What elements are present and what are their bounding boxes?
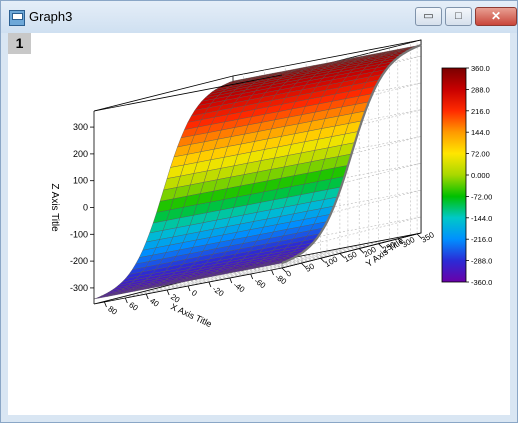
layer-indicator[interactable]: 1	[8, 33, 31, 54]
x-tick-label: 0	[190, 288, 199, 298]
minimize-button[interactable]: ▭	[415, 7, 442, 26]
x-tick-mark	[271, 269, 274, 276]
z-tick-label: -200	[70, 256, 88, 266]
x-tick-label: -60	[253, 276, 268, 290]
x-tick-label: 80	[106, 304, 119, 317]
y-tick-mark	[320, 257, 325, 263]
colorbar-tick-label: 72.00	[471, 150, 490, 159]
close-button[interactable]: ✕	[475, 7, 517, 26]
z-tick-label: 200	[73, 149, 88, 159]
colorbar-gradient	[441, 67, 467, 283]
surface-mesh	[93, 43, 422, 300]
colorbar-tick-label: 216.0	[471, 107, 490, 116]
z-axis-title: Z Axis Title	[49, 183, 60, 232]
y-tick-label: 0	[285, 268, 294, 278]
y-tick-mark	[281, 267, 287, 273]
y-grid-line	[209, 45, 399, 276]
x-axis-title: X Axis Title	[169, 301, 213, 329]
z-tick-label: 300	[73, 122, 88, 132]
x-tick-mark	[229, 277, 233, 284]
y-tick-mark	[358, 248, 364, 253]
x-tick-mark	[208, 281, 212, 288]
x-tick-label: 40	[148, 296, 161, 309]
x-tick-mark	[187, 285, 191, 292]
y-tick-label: 50	[304, 261, 317, 274]
x-tick-mark	[250, 273, 254, 280]
color-scale: 360.0 288.0 216.0 144.0 72.00 0.000 -72.00 -144…	[441, 64, 492, 287]
y-grid-line	[229, 41, 418, 271]
graph-canvas[interactable]: -300 -200 -100 0 100 200 300 Z Axis Title -80 -60…	[8, 33, 510, 415]
window-title: Graph3	[29, 9, 73, 24]
y-tick-mark	[378, 243, 383, 248]
y-tick-label: 350	[420, 230, 437, 245]
colorbar-tick-label: -288.0	[471, 257, 492, 266]
graph-window-icon[interactable]	[9, 10, 25, 26]
x-tick-mark	[166, 289, 170, 296]
y-tick-mark	[397, 238, 403, 244]
x-tick-mark	[124, 297, 128, 304]
top-left-edge	[93, 75, 234, 112]
y-tick-mark	[339, 253, 345, 258]
colorbar-tick-label: -216.0	[471, 235, 492, 244]
title-bar[interactable]: Graph3 ▭ □ ✕	[1, 1, 517, 33]
x-tick-mark	[104, 301, 107, 308]
x-grid-line	[250, 46, 391, 275]
colorbar-tick-label: 288.0	[471, 85, 490, 94]
maximize-button[interactable]: □	[445, 7, 472, 26]
x-tick-label: 60	[127, 300, 140, 313]
z-tick-label: 0	[83, 203, 88, 213]
x-tick-mark	[145, 293, 149, 300]
z-tick-label: -300	[70, 283, 88, 293]
y-tick-mark	[416, 233, 422, 239]
colorbar-tick-label: -360.0	[471, 278, 492, 287]
colorbar-tick-label: 144.0	[471, 128, 490, 137]
x-tick-label: -40	[232, 280, 247, 294]
colorbar-tick-label: 360.0	[471, 64, 490, 73]
colorbar-tick-label: -72.00	[471, 192, 492, 201]
surface-edge	[281, 43, 422, 265]
x-tick-label: -20	[211, 284, 226, 298]
top-front-edge	[93, 74, 283, 112]
x-grid-line	[271, 42, 411, 271]
y-tick-mark	[301, 262, 306, 268]
z-tick-label: -100	[70, 229, 88, 239]
colorbar-tick-label: 0.000	[471, 171, 490, 180]
colorbar-tick-label: -144.0	[471, 214, 492, 223]
z-tick-label: 100	[73, 176, 88, 186]
y-grid-line	[190, 50, 379, 280]
surface-patch	[93, 294, 111, 300]
x-grid-line	[229, 50, 370, 279]
